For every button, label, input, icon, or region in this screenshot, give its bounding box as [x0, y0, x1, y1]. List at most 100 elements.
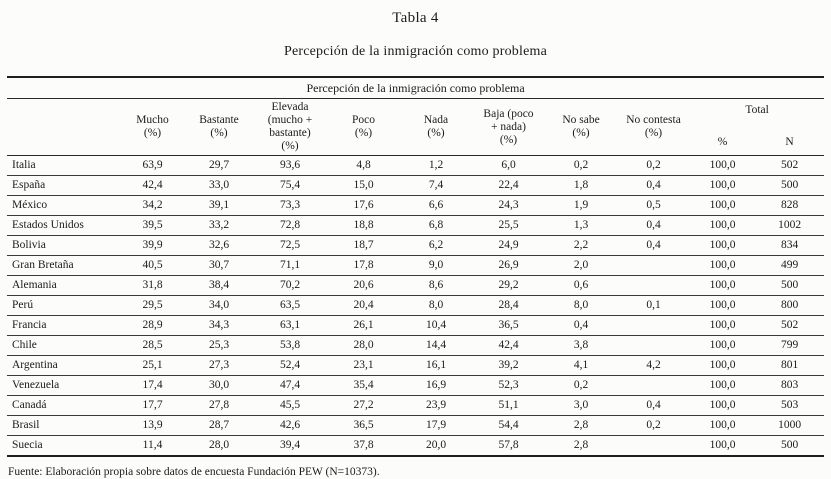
cell: 502	[755, 315, 825, 336]
cell: 100,0	[690, 275, 755, 296]
cell: 2,0	[545, 255, 617, 276]
cell: 6,0	[472, 155, 545, 176]
column-header: Bastante (%)	[199, 114, 239, 139]
cell: 20,4	[327, 295, 400, 316]
cell: 29,7	[185, 155, 253, 176]
cell: 100,0	[690, 315, 755, 336]
cell: 502	[755, 155, 825, 176]
cell	[617, 375, 690, 396]
cell: 63,5	[253, 295, 327, 316]
table-span-header: Percepción de la inmigración como proble…	[7, 77, 825, 99]
cell: 6,6	[400, 195, 472, 216]
cell: 10,4	[400, 315, 472, 336]
column-header: No contesta (%)	[626, 114, 681, 139]
table-row: España 42,4 33,0 75,4 15,0 7,4 22,4 1,8 0,4 100,0…	[7, 175, 825, 196]
row-label: Bolivia	[7, 235, 120, 256]
cell: 100,0	[690, 155, 755, 176]
cell: 34,2	[120, 195, 185, 216]
cell: 45,5	[253, 395, 327, 416]
cell	[617, 435, 690, 457]
table-row: Perú 29,5 34,0 63,5 20,4 8,0 28,4 8,0 0,1 100,0 80…	[7, 295, 825, 316]
cell: 25,3	[185, 335, 253, 356]
column-header-row: Mucho (%) Bastante (%) Elevada (mucho + ba…	[7, 99, 824, 152]
cell: 14,4	[400, 335, 472, 356]
cell: 100,0	[690, 355, 755, 376]
cell: 7,4	[400, 175, 472, 196]
cell: 23,9	[400, 395, 472, 416]
cell: 51,1	[472, 395, 545, 416]
cell: 499	[755, 255, 825, 276]
cell: 35,4	[327, 375, 400, 396]
cell: 30,7	[185, 255, 253, 276]
cell: 72,5	[253, 235, 327, 256]
cell: 39,2	[472, 355, 545, 376]
cell: 15,0	[327, 175, 400, 196]
cell: 9,0	[400, 255, 472, 276]
cell: 73,3	[253, 195, 327, 216]
cell: 28,9	[120, 315, 185, 336]
cell: 799	[755, 335, 825, 356]
cell: 28,0	[185, 435, 253, 457]
cell: 1000	[755, 415, 825, 436]
table-row: Gran Bretaña 40,5 30,7 71,1 17,8 9,0 26,9 2,0 10…	[7, 255, 825, 276]
total-sub-header: %	[717, 135, 728, 148]
cell: 93,6	[253, 155, 327, 176]
table-row: Suecia 11,4 28,0 39,4 37,8 20,0 57,8 2,8 100,0 50…	[7, 435, 825, 457]
row-label: Perú	[7, 295, 120, 316]
cell: 0,4	[617, 235, 690, 256]
cell: 18,8	[327, 215, 400, 236]
table-row: México 34,2 39,1 73,3 17,6 6,6 24,3 1,9 0,5 100,0…	[7, 195, 825, 216]
cell: 17,6	[327, 195, 400, 216]
cell: 42,6	[253, 415, 327, 436]
cell: 1002	[755, 215, 825, 236]
cell: 8,6	[400, 275, 472, 296]
cell: 37,8	[327, 435, 400, 457]
cell: 17,8	[327, 255, 400, 276]
cell	[617, 255, 690, 276]
cell: 100,0	[690, 395, 755, 416]
cell: 63,9	[120, 155, 185, 176]
table-row: Argentina 25,1 27,3 52,4 23,1 16,1 39,2 4,1 4,2 1…	[7, 355, 825, 376]
cell: 0,4	[545, 315, 617, 336]
table-row: Estados Unidos 39,5 33,2 72,8 18,8 6,8 25,5 1,3…	[7, 215, 825, 236]
cell: 0,1	[617, 295, 690, 316]
cell: 40,5	[120, 255, 185, 276]
table-row: Bolivia 39,9 32,6 72,5 18,7 6,2 24,9 2,2 0,4 100,…	[7, 235, 825, 256]
cell: 57,8	[472, 435, 545, 457]
cell: 38,4	[185, 275, 253, 296]
cell: 25,1	[120, 355, 185, 376]
column-header: Nada (%)	[423, 114, 449, 139]
cell: 36,5	[327, 415, 400, 436]
table-row: Chile 28,5 25,3 53,8 28,0 14,4 42,4 3,8 100,0 799	[7, 335, 825, 356]
cell: 53,8	[253, 335, 327, 356]
cell: 71,1	[253, 255, 327, 276]
cell: 39,5	[120, 215, 185, 236]
cell: 27,3	[185, 355, 253, 376]
cell: 11,4	[120, 435, 185, 457]
cell: 28,7	[185, 415, 253, 436]
cell: 0,4	[617, 215, 690, 236]
cell: 33,0	[185, 175, 253, 196]
table-row: Alemania 31,8 38,4 70,2 20,6 8,6 29,2 0,6 100,0 5…	[7, 275, 825, 296]
data-table: Percepción de la inmigración como proble…	[7, 76, 825, 457]
cell: 42,4	[472, 335, 545, 356]
cell: 26,1	[327, 315, 400, 336]
cell: 100,0	[690, 215, 755, 236]
row-label: Gran Bretaña	[7, 255, 120, 276]
cell: 63,1	[253, 315, 327, 336]
cell: 17,9	[400, 415, 472, 436]
row-label: Francia	[7, 315, 120, 336]
cell: 100,0	[690, 375, 755, 396]
cell: 47,4	[253, 375, 327, 396]
cell: 27,8	[185, 395, 253, 416]
cell: 22,4	[472, 175, 545, 196]
cell: 1,8	[545, 175, 617, 196]
table-row: Canadá 17,7 27,8 45,5 27,2 23,9 51,1 3,0 0,4 100,…	[7, 395, 825, 416]
table-row: Francia 28,9 34,3 63,1 26,1 10,4 36,5 0,4 100,0 5…	[7, 315, 825, 336]
cell: 2,8	[545, 415, 617, 436]
cell: 6,2	[400, 235, 472, 256]
cell: 0,4	[617, 395, 690, 416]
cell: 0,2	[617, 155, 690, 176]
table-subtitle: Percepción de la inmigración como proble…	[283, 44, 548, 59]
table-row: Venezuela 17,4 30,0 47,4 35,4 16,9 52,3 0,2 100,…	[7, 375, 825, 396]
